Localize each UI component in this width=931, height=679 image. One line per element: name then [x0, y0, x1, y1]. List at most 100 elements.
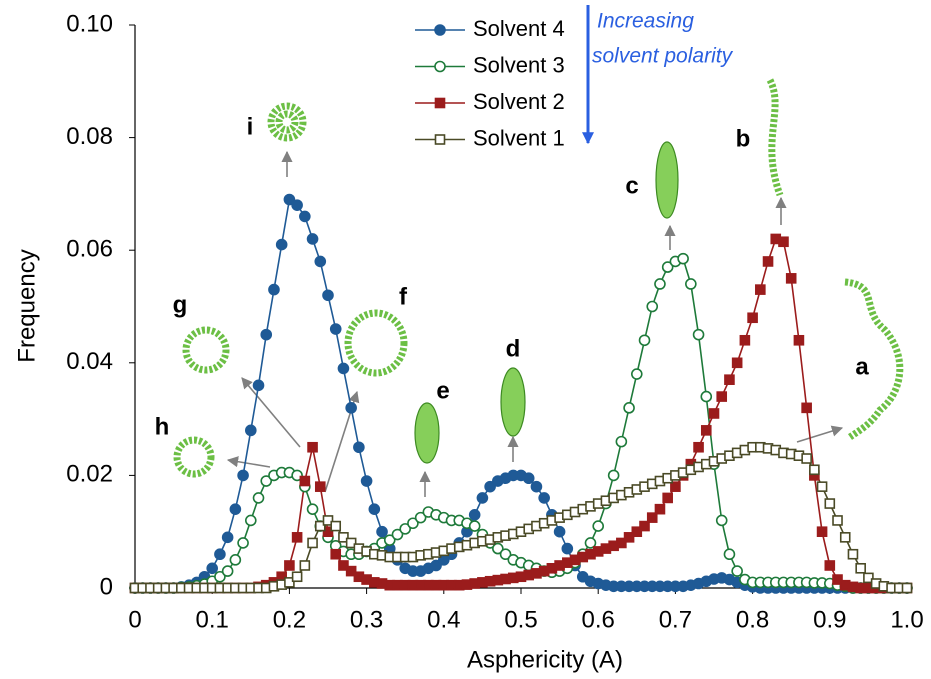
marker — [685, 278, 697, 290]
marker — [616, 537, 627, 549]
marker — [214, 548, 226, 561]
marker — [654, 278, 666, 290]
marker — [383, 534, 396, 546]
marker — [468, 509, 481, 521]
y-axis-title: Frequency — [13, 249, 40, 362]
y-tick-label: 0.04 — [66, 348, 113, 375]
marker — [801, 453, 812, 464]
marker — [399, 523, 412, 535]
marker — [708, 408, 720, 419]
legend-label: Solvent 3 — [473, 52, 565, 77]
legend-label: Solvent 2 — [473, 89, 565, 114]
legend-marker — [434, 60, 446, 73]
marker — [322, 289, 334, 302]
arrow — [241, 377, 301, 448]
marker — [785, 273, 797, 284]
marker — [863, 572, 874, 584]
marker — [330, 520, 342, 532]
marker — [338, 560, 349, 571]
structure-label: i — [247, 113, 254, 140]
marker — [677, 252, 689, 265]
structure-label: d — [506, 335, 521, 362]
marker — [700, 425, 712, 436]
marker — [693, 441, 704, 453]
marker — [345, 402, 357, 414]
marker — [299, 210, 311, 223]
structure-label: b — [736, 125, 751, 152]
marker — [832, 574, 843, 585]
structure-label: c — [625, 172, 638, 199]
marker — [607, 469, 620, 482]
marker — [639, 520, 650, 532]
marker — [747, 312, 758, 324]
marker — [360, 475, 373, 487]
marker — [299, 475, 311, 487]
x-tick-label: 0.1 — [196, 606, 229, 633]
marker — [816, 481, 828, 492]
annotation: solvent polarity — [592, 45, 734, 68]
marker — [307, 537, 318, 549]
marker — [260, 328, 273, 341]
molecule-f — [344, 309, 408, 377]
arrow — [226, 456, 271, 468]
marker — [306, 503, 319, 515]
marker — [723, 548, 736, 561]
marker — [832, 515, 843, 526]
marker — [716, 391, 728, 402]
marker — [229, 554, 242, 566]
legend-marker — [434, 24, 446, 36]
marker — [638, 334, 651, 347]
x-tick-label: 0.8 — [736, 606, 769, 633]
marker — [824, 498, 836, 509]
marker — [553, 525, 566, 538]
marker — [700, 390, 713, 403]
marker — [245, 514, 257, 527]
x-tick-label: 0.6 — [582, 606, 615, 633]
marker — [345, 565, 357, 577]
structure-label: f — [399, 283, 408, 310]
y-tick-label: 0.10 — [66, 10, 113, 37]
marker — [322, 526, 334, 538]
y-tick-label: 0.06 — [66, 236, 113, 263]
marker — [623, 532, 635, 543]
molecules — [173, 78, 904, 478]
marker — [855, 562, 866, 574]
molecule-i-core — [275, 110, 299, 134]
marker — [715, 514, 728, 527]
marker — [314, 255, 327, 268]
marker — [214, 570, 226, 583]
marker — [430, 559, 442, 572]
marker — [306, 233, 319, 245]
marker — [731, 565, 743, 577]
marker — [670, 481, 681, 492]
marker — [692, 328, 705, 341]
molecule-e — [414, 402, 440, 464]
marker — [793, 334, 805, 346]
marker — [330, 548, 342, 560]
marker — [368, 503, 381, 515]
marker — [353, 441, 365, 454]
marker — [329, 323, 342, 335]
legend-label: Solvent 4 — [473, 16, 565, 41]
marker — [476, 492, 489, 504]
x-tick-label: 0.5 — [504, 606, 537, 633]
marker — [662, 492, 673, 504]
structure-label: a — [855, 353, 869, 380]
marker — [407, 517, 419, 530]
marker — [492, 542, 504, 555]
x-tick-label: 0 — [128, 606, 141, 633]
marker — [275, 238, 288, 251]
arrow — [796, 425, 844, 443]
marker — [314, 520, 326, 532]
marker — [631, 526, 643, 538]
legend-marker — [434, 97, 446, 109]
marker — [584, 537, 597, 549]
marker — [801, 402, 812, 414]
marker — [221, 565, 234, 577]
marker — [762, 256, 774, 267]
molecule-g — [182, 326, 230, 374]
marker — [809, 464, 820, 476]
marker — [538, 492, 550, 504]
annotation: Increasing — [597, 10, 694, 33]
